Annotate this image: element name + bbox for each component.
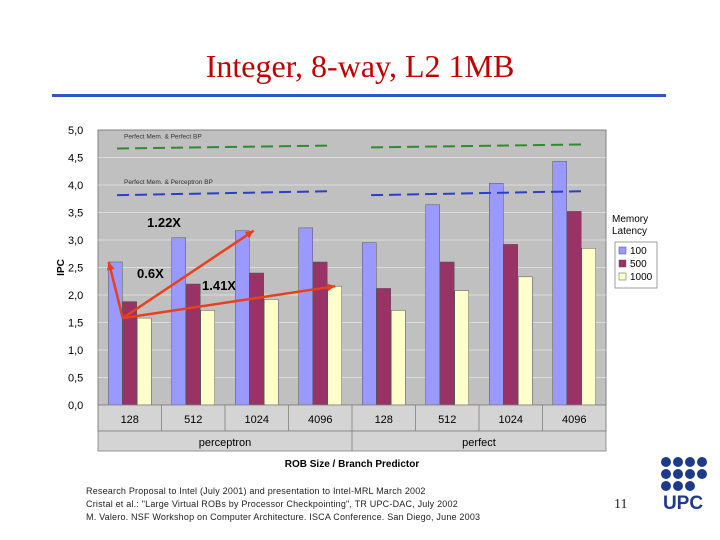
annotation-1.41x: 1.41X [202, 278, 236, 293]
bar-1000-7 [581, 248, 596, 406]
footnote-line: M. Valero. NSF Workshop on Computer Arch… [86, 512, 481, 522]
bar-100-5 [425, 204, 440, 406]
legend-label-500: 500 [630, 259, 647, 270]
group-label: perceptron [199, 437, 252, 449]
x-tick-label: 512 [184, 414, 202, 426]
bar-500-4 [376, 288, 391, 406]
bar-500-6 [503, 244, 518, 406]
bar-1000-5 [454, 290, 469, 406]
speedup-arrow-1.22x [122, 229, 255, 320]
legend-swatch-1000 [618, 272, 627, 281]
legend-label-100: 100 [630, 246, 647, 257]
legend-label-1000: 1000 [630, 272, 653, 283]
x-tick-label: 128 [375, 414, 393, 426]
bar-1000-6 [518, 276, 533, 406]
footnote-line: Research Proposal to Intel (July 2001) a… [86, 486, 426, 496]
y-tick-label: 2,5 [68, 263, 83, 275]
y-tick-label: 0,0 [68, 400, 83, 412]
slowdown-arrow-0.6x [107, 261, 124, 319]
bar-100-2 [235, 230, 250, 406]
speedup-arrow-1.41x [122, 284, 336, 320]
x-tick-label: 512 [438, 414, 456, 426]
reference-line-label: Perfect Mem. & Perfect BP [124, 134, 202, 141]
y-tick-label: 2,0 [68, 290, 83, 302]
x-tick-label: 4096 [308, 414, 332, 426]
legend-title: Latency [612, 226, 647, 237]
x-tick-label: 1024 [245, 414, 269, 426]
reference-line-label: Perfect Mem. & Perceptron BP [124, 179, 213, 186]
y-tick-label: 3,0 [68, 235, 83, 247]
y-tick-label: 0,5 [68, 373, 83, 385]
annotation-1.22x: 1.22X [147, 215, 181, 230]
bar-1000-0 [137, 317, 152, 406]
y-tick-label: 1,5 [68, 318, 83, 330]
bar-100-3 [298, 227, 313, 406]
legend-swatch-100 [618, 246, 627, 255]
x-tick-label: 128 [121, 414, 139, 426]
slide-title: Integer, 8-way, L2 1MB [205, 48, 515, 84]
bar-1000-1 [200, 310, 215, 406]
bar-500-7 [567, 211, 582, 406]
bar-100-6 [489, 183, 504, 406]
arrowhead-1.22x [244, 230, 254, 239]
legend-swatch-500 [618, 259, 627, 268]
bar-1000-4 [391, 310, 406, 406]
arrowhead-1.41x [326, 283, 336, 292]
y-tick-label: 4,5 [68, 153, 83, 165]
y-tick-label: 3,5 [68, 208, 83, 220]
upc-logo: UPC [661, 457, 707, 512]
bar-1000-2 [264, 299, 279, 406]
title-rule [52, 94, 666, 97]
bar-500-3 [313, 261, 328, 406]
x-tick-label: 1024 [499, 414, 523, 426]
bar-500-5 [440, 261, 455, 406]
y-axis-title: IPC [56, 259, 67, 276]
footnote-line: Cristal et al.: "Large Virtual ROBs by P… [86, 499, 458, 509]
bar-500-2 [249, 272, 264, 406]
group-label: perfect [462, 437, 496, 449]
logo-dots [661, 457, 707, 491]
bar-500-1 [186, 283, 201, 406]
bar-100-7 [552, 161, 567, 406]
y-tick-label: 1,0 [68, 345, 83, 357]
legend-title: Memory [612, 214, 648, 225]
page-number: 11 [614, 497, 628, 512]
bar-100-4 [362, 242, 377, 406]
logo-text: UPC [663, 493, 703, 512]
x-axis-title: ROB Size / Branch Predictor [285, 459, 420, 470]
annotation-0.6x: 0.6X [137, 266, 164, 281]
bar-100-1 [171, 237, 186, 406]
arrowhead-0.6x [106, 262, 115, 271]
y-tick-label: 4,0 [68, 180, 83, 192]
y-tick-label: 5,0 [68, 125, 83, 137]
bar-1000-3 [327, 285, 342, 406]
footnote: Research Proposal to Intel (July 2001) a… [86, 485, 480, 524]
x-tick-label: 4096 [562, 414, 586, 426]
